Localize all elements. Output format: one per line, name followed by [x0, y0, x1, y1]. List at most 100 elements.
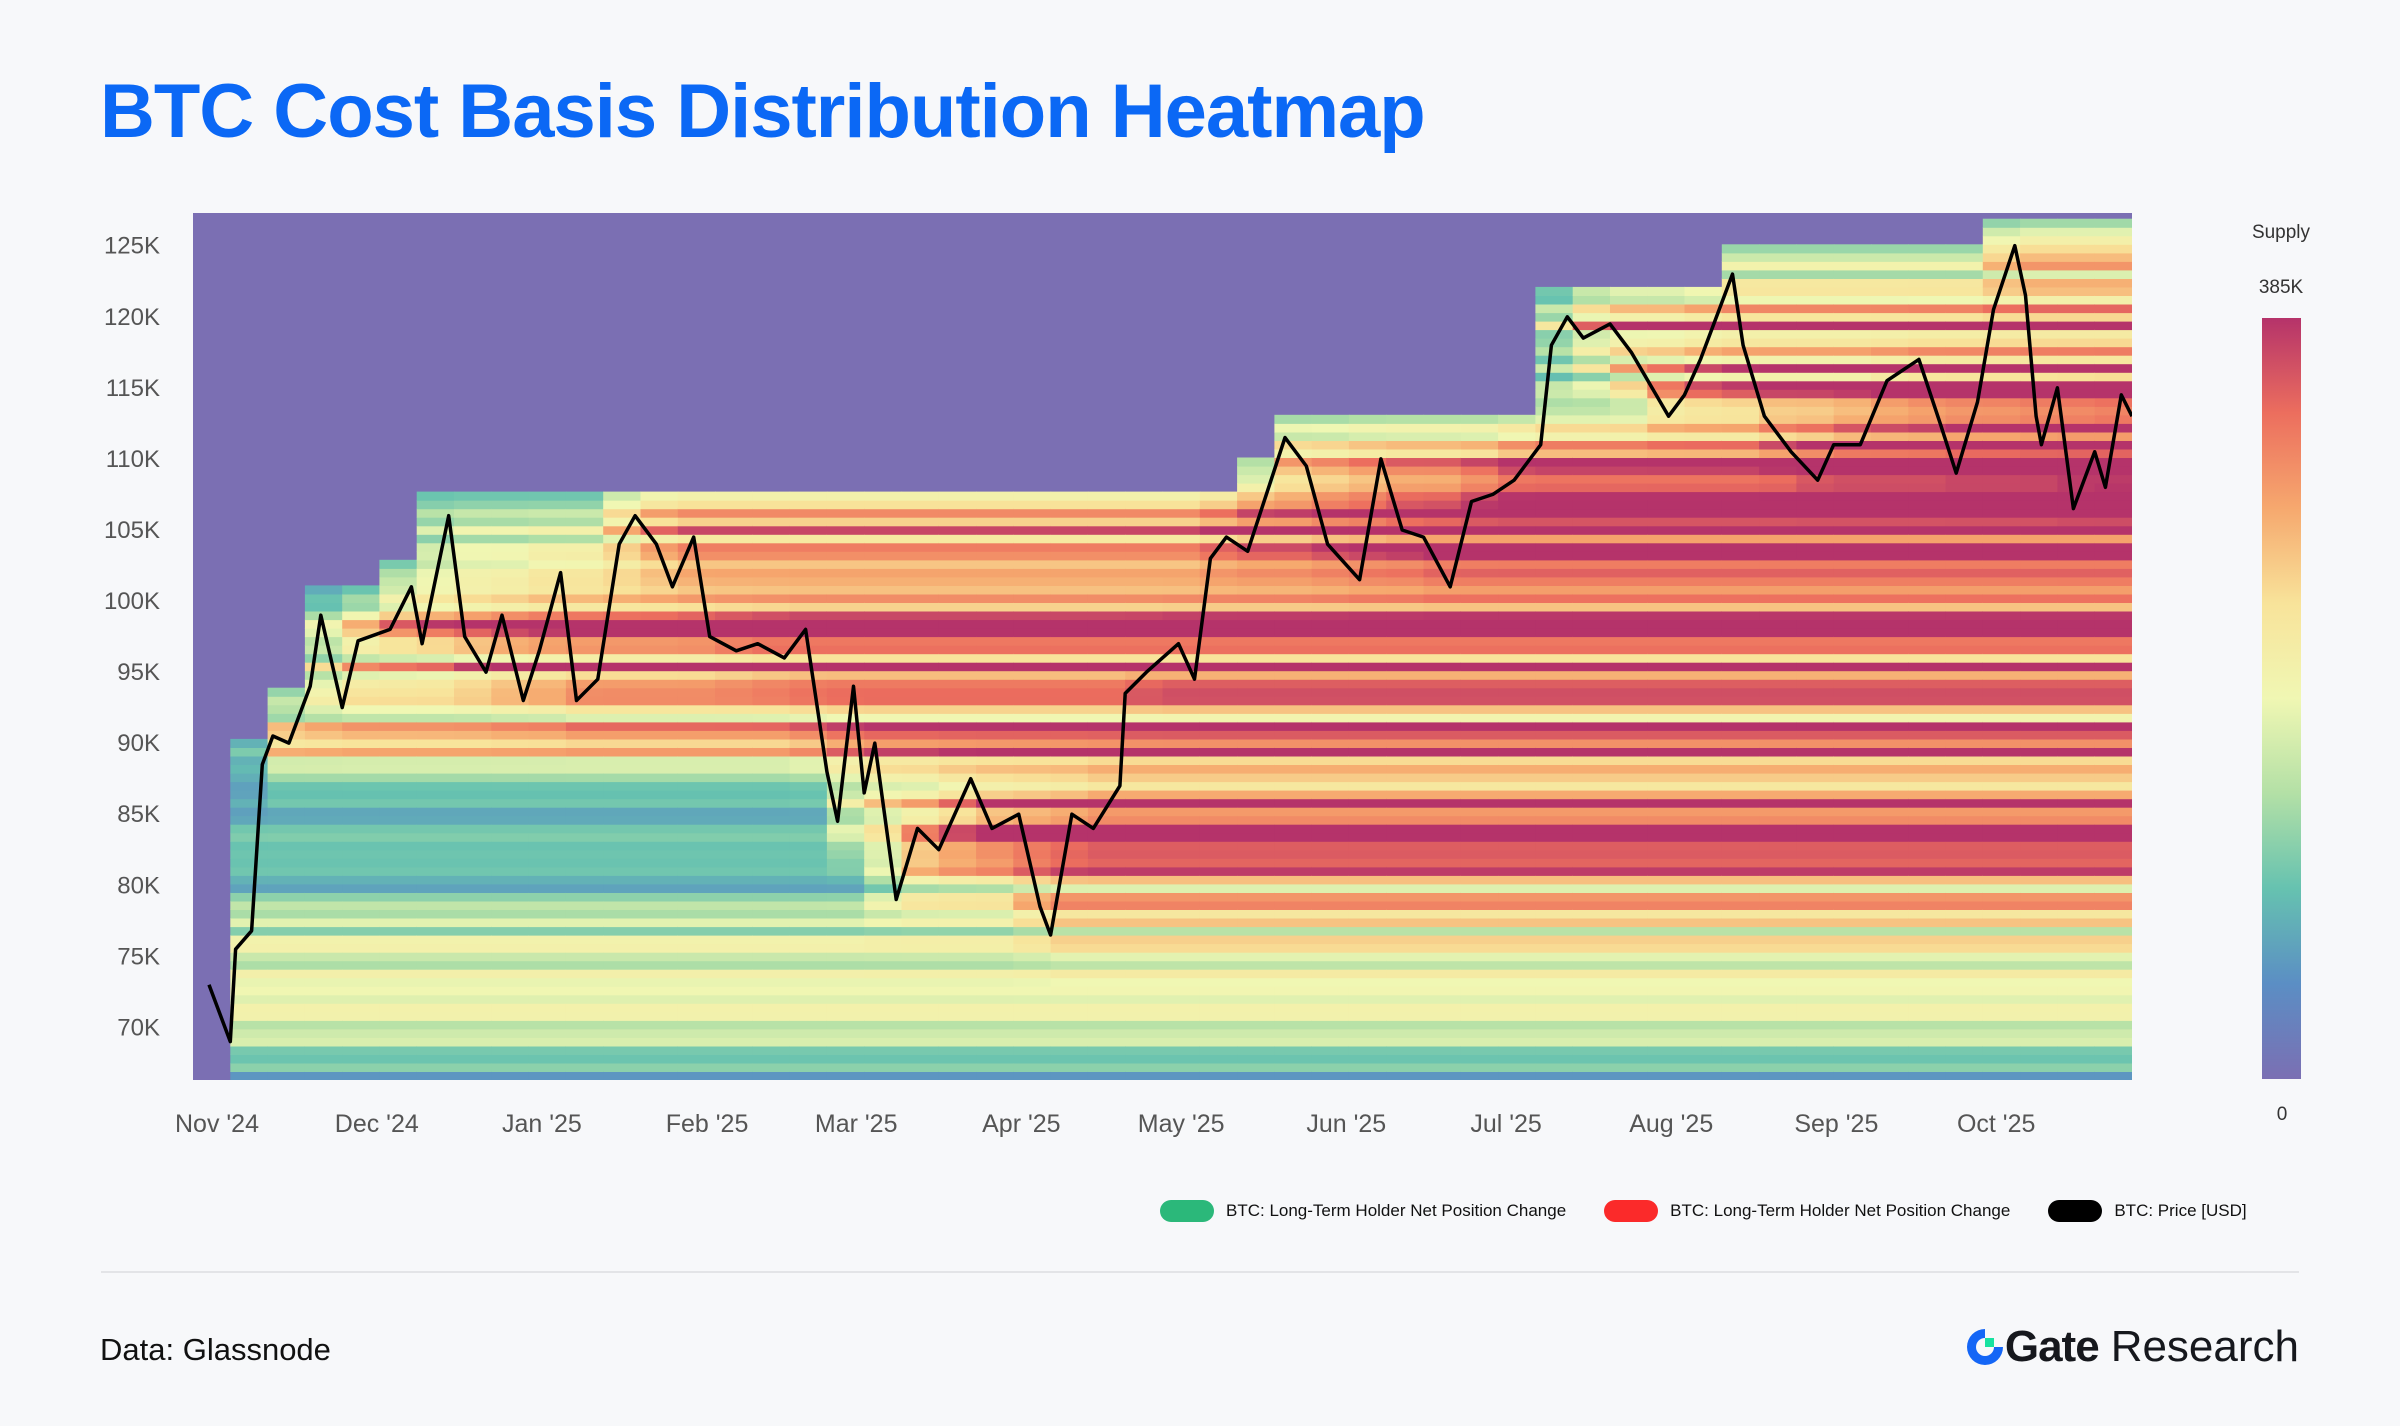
- heatmap-cell: [1274, 986, 1313, 996]
- heatmap-cell: [1535, 355, 1574, 365]
- heatmap-cell: [304, 969, 343, 979]
- heatmap-cell: [1498, 1054, 1536, 1064]
- heatmap-cell: [976, 534, 1014, 544]
- heatmap-cell: [1833, 542, 1872, 552]
- heatmap-cell: [2057, 346, 2096, 356]
- heatmap-cell: [1535, 440, 1574, 450]
- heatmap-cell: [1274, 713, 1313, 723]
- heatmap-cell: [1237, 542, 1275, 552]
- heatmap-cell: [1460, 1003, 1499, 1013]
- heatmap-cell: [1982, 431, 2021, 441]
- heatmap-cell: [1050, 662, 1089, 672]
- heatmap-cell: [1013, 1011, 1052, 1021]
- heatmap-cell: [1796, 815, 1835, 825]
- heatmap-cell: [2094, 935, 2132, 945]
- heatmap-cell: [1311, 687, 1350, 697]
- heatmap-cell: [1535, 935, 1574, 945]
- heatmap-cell: [1759, 636, 1797, 646]
- heatmap-cell: [1162, 738, 1201, 748]
- heatmap-cell: [789, 1071, 828, 1080]
- heatmap-cell: [1199, 841, 1238, 851]
- heatmap-cell: [1759, 935, 1797, 945]
- heatmap-cell: [1237, 500, 1275, 510]
- heatmap-cell: [1871, 286, 1909, 296]
- heatmap-cell: [1796, 517, 1835, 527]
- heatmap-cell: [1311, 790, 1350, 800]
- heatmap-cell: [976, 1020, 1014, 1030]
- heatmap-cell: [416, 747, 455, 757]
- heatmap-cell: [1610, 1037, 1648, 1047]
- heatmap-cell: [1348, 645, 1387, 655]
- heatmap-cell: [1684, 1011, 1723, 1021]
- heatmap-cell: [2020, 798, 2058, 808]
- heatmap-cell: [1050, 568, 1089, 578]
- heatmap-cell: [565, 994, 604, 1004]
- heatmap-cell: [1721, 491, 1760, 501]
- heatmap-cell: [1833, 645, 1872, 655]
- heatmap-cell: [1796, 994, 1835, 1004]
- heatmap-cell: [2057, 628, 2096, 638]
- legend-item-lth-positive[interactable]: BTC: Long-Term Holder Net Position Chang…: [1160, 1200, 1566, 1222]
- heatmap-cell: [1013, 593, 1052, 603]
- heatmap-cell: [640, 1071, 679, 1080]
- heatmap-cell: [1982, 645, 2021, 655]
- heatmap-cell: [1311, 568, 1350, 578]
- y-tick-label: 125K: [104, 233, 160, 260]
- heatmap-cell: [826, 807, 865, 817]
- heatmap-cell: [1535, 576, 1574, 586]
- heatmap-cell: [677, 500, 716, 510]
- heatmap-cell: [230, 1071, 269, 1080]
- heatmap-cell: [491, 824, 530, 834]
- heatmap-cell: [1684, 824, 1723, 834]
- heatmap-cell: [1237, 636, 1275, 646]
- heatmap-cell: [901, 960, 940, 970]
- heatmap-cell: [603, 807, 642, 817]
- heatmap-cell: [379, 926, 418, 936]
- heatmap-cell: [565, 491, 604, 501]
- y-axis-ticks: 70K75K80K85K90K95K100K105K110K115K120K12…: [104, 233, 160, 1042]
- x-tick-label: Nov '24: [175, 1110, 259, 1138]
- heatmap-cell: [1684, 414, 1723, 424]
- heatmap-cell: [1237, 1062, 1275, 1072]
- heatmap-cell: [1647, 423, 1686, 433]
- heatmap-cell: [267, 866, 306, 876]
- heatmap-cell: [1013, 1071, 1052, 1080]
- heatmap-cell: [826, 883, 865, 893]
- heatmap-cell: [976, 687, 1014, 697]
- heatmap-cell: [267, 1045, 306, 1055]
- heatmap-cell: [1833, 670, 1872, 680]
- heatmap-cell: [901, 755, 940, 765]
- heatmap-cell: [1871, 278, 1909, 288]
- heatmap-cell: [2094, 593, 2132, 603]
- heatmap-cell: [1759, 329, 1797, 339]
- heatmap-cell: [1274, 824, 1313, 834]
- heatmap-cell: [1348, 602, 1387, 612]
- heatmap-cell: [677, 602, 716, 612]
- heatmap-cell: [1535, 696, 1574, 706]
- heatmap-cell: [1982, 380, 2021, 390]
- heatmap-cell: [1237, 619, 1275, 629]
- heatmap-cell: [603, 662, 642, 672]
- heatmap-cell: [1759, 679, 1797, 689]
- heatmap-cell: [1721, 679, 1760, 689]
- heatmap-cell: [640, 832, 679, 842]
- legend-item-price[interactable]: BTC: Price [USD]: [2048, 1200, 2247, 1222]
- heatmap-cell: [1759, 525, 1797, 535]
- heatmap-cell: [938, 909, 977, 919]
- heatmap-cell: [1721, 645, 1760, 655]
- heatmap-cell: [715, 611, 753, 621]
- heatmap-cell: [1684, 1028, 1723, 1038]
- heatmap-cell: [1423, 807, 1462, 817]
- heatmap-cell: [1498, 952, 1536, 962]
- heatmap-cell: [1125, 832, 1164, 842]
- heatmap-cell: [1498, 969, 1536, 979]
- legend-item-lth-negative[interactable]: BTC: Long-Term Holder Net Position Chang…: [1604, 1200, 2010, 1222]
- heatmap-cell: [1199, 713, 1238, 723]
- heatmap-cell: [1199, 986, 1238, 996]
- heatmap-cell: [528, 986, 567, 996]
- heatmap-cell: [789, 611, 828, 621]
- heatmap-cell: [1162, 730, 1201, 740]
- heatmap-cell: [1460, 1020, 1499, 1030]
- heatmap-cell: [1721, 900, 1760, 910]
- heatmap-cell: [1684, 730, 1723, 740]
